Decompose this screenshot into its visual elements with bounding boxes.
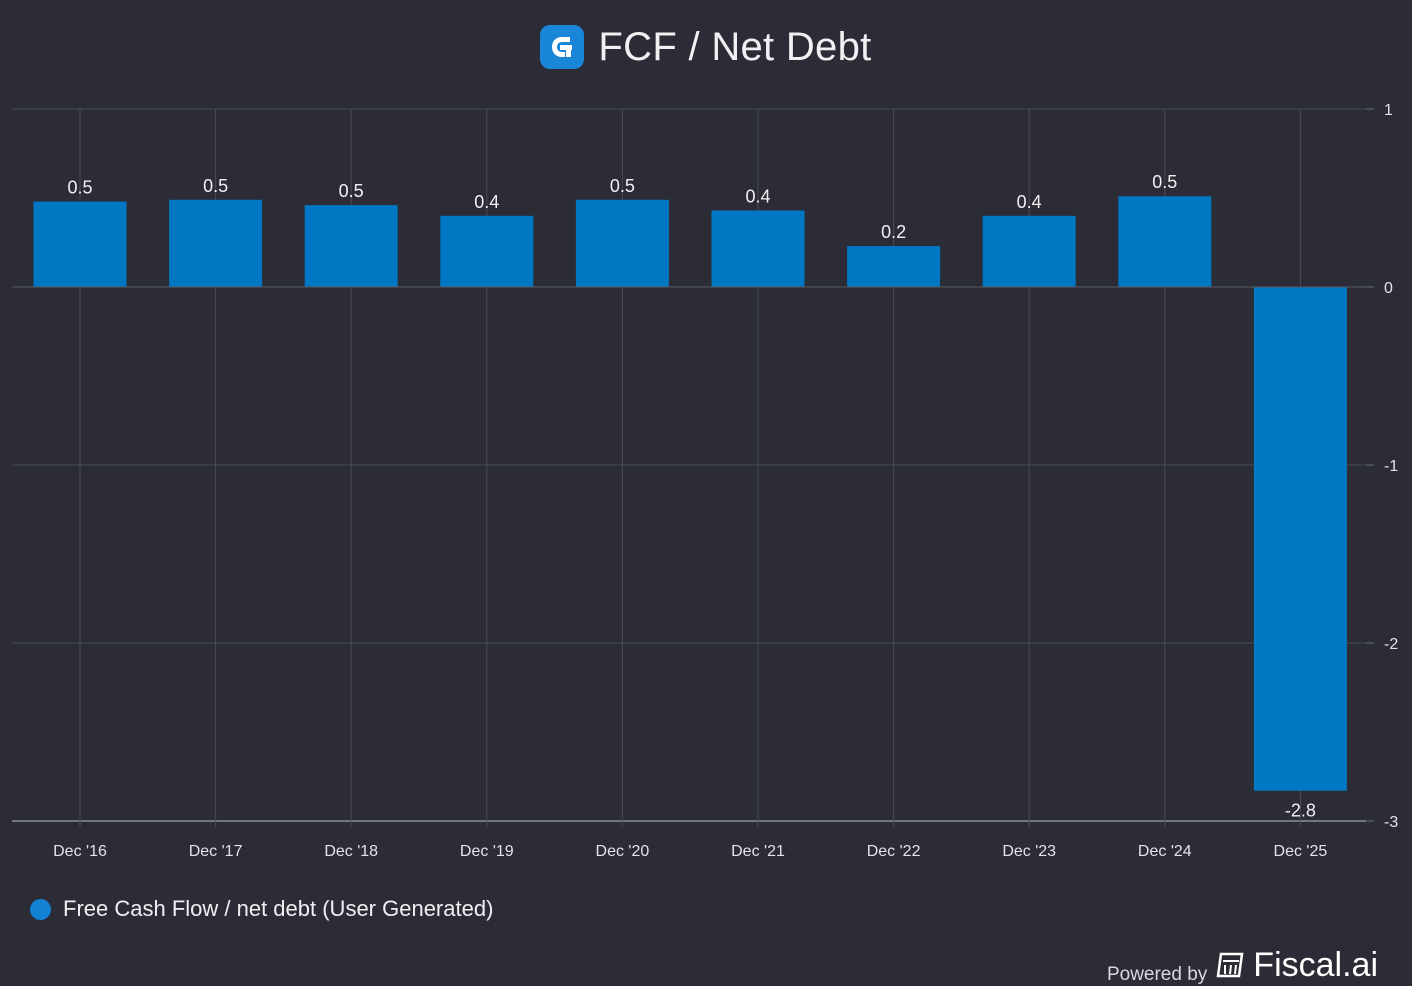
x-tick-label: Dec '25 — [1274, 843, 1328, 860]
powered-by-footer[interactable]: Powered by Fiscal.ai — [1107, 946, 1378, 986]
bar[interactable] — [982, 215, 1076, 287]
data-label: 0.5 — [339, 181, 364, 201]
y-tick-label: 0 — [1384, 280, 1393, 297]
x-tick-label: Dec '17 — [189, 843, 243, 860]
bar[interactable] — [33, 201, 127, 287]
bar[interactable] — [575, 199, 669, 287]
data-label: 0.4 — [474, 192, 499, 212]
y-tick-label: -2 — [1384, 636, 1398, 653]
legend[interactable]: Free Cash Flow / net debt (User Generate… — [30, 893, 493, 925]
x-tick-label: Dec '23 — [1002, 843, 1056, 860]
x-tick-label: Dec '18 — [324, 843, 378, 860]
legend-marker — [30, 898, 51, 920]
y-tick-label: 1 — [1384, 102, 1393, 119]
data-labels: 0.5 0.5 0.5 0.4 0.5 0.4 0.2 0.4 0.5 -2.8 — [67, 172, 1315, 821]
data-label: 0.2 — [881, 222, 906, 242]
bars — [33, 196, 1347, 791]
data-label: -2.8 — [1285, 801, 1316, 821]
fiscal-logo-icon — [540, 25, 585, 69]
x-tick-label: Dec '22 — [867, 843, 921, 860]
data-label: 0.5 — [610, 176, 635, 196]
fiscal-brand-icon — [1216, 952, 1244, 978]
bar[interactable] — [169, 199, 263, 287]
data-label: 0.4 — [1017, 192, 1042, 212]
axes: 1 0 -1 -2 -3 Dec '16 Dec '17 Dec '18 Dec '19 Dec … — [12, 102, 1398, 860]
x-tick-label: Dec '16 — [53, 843, 107, 860]
bar[interactable] — [847, 246, 941, 287]
bar[interactable] — [711, 210, 805, 287]
powered-by-text: Powered by — [1106, 964, 1208, 985]
y-tick-label: -1 — [1384, 458, 1398, 475]
data-label: 0.5 — [1152, 172, 1177, 192]
legend-label: Free Cash Flow / net debt (User Generate… — [63, 896, 494, 921]
brand-name: Fiscal.ai — [1253, 946, 1378, 984]
x-tick-label: Dec '20 — [596, 843, 650, 860]
x-tick-label: Dec '24 — [1138, 843, 1192, 860]
x-tick-label: Dec '21 — [731, 843, 785, 860]
chart-title: FCF / Net Debt — [598, 24, 872, 69]
bar[interactable] — [1253, 287, 1347, 791]
chart-header: FCF / Net Debt — [0, 22, 1412, 72]
data-label: 0.4 — [745, 186, 770, 206]
bar-chart: 0.5 0.5 0.5 0.4 0.5 0.4 0.2 0.4 0.5 -2.8 1 0 -1 -2 -3… — [12, 102, 1398, 860]
x-tick-label: Dec '19 — [460, 843, 514, 860]
bar[interactable] — [1118, 196, 1212, 287]
bar[interactable] — [304, 205, 398, 287]
y-tick-label: -3 — [1384, 814, 1398, 831]
bar[interactable] — [440, 215, 534, 287]
data-label: 0.5 — [203, 176, 228, 196]
data-label: 0.5 — [67, 178, 92, 198]
